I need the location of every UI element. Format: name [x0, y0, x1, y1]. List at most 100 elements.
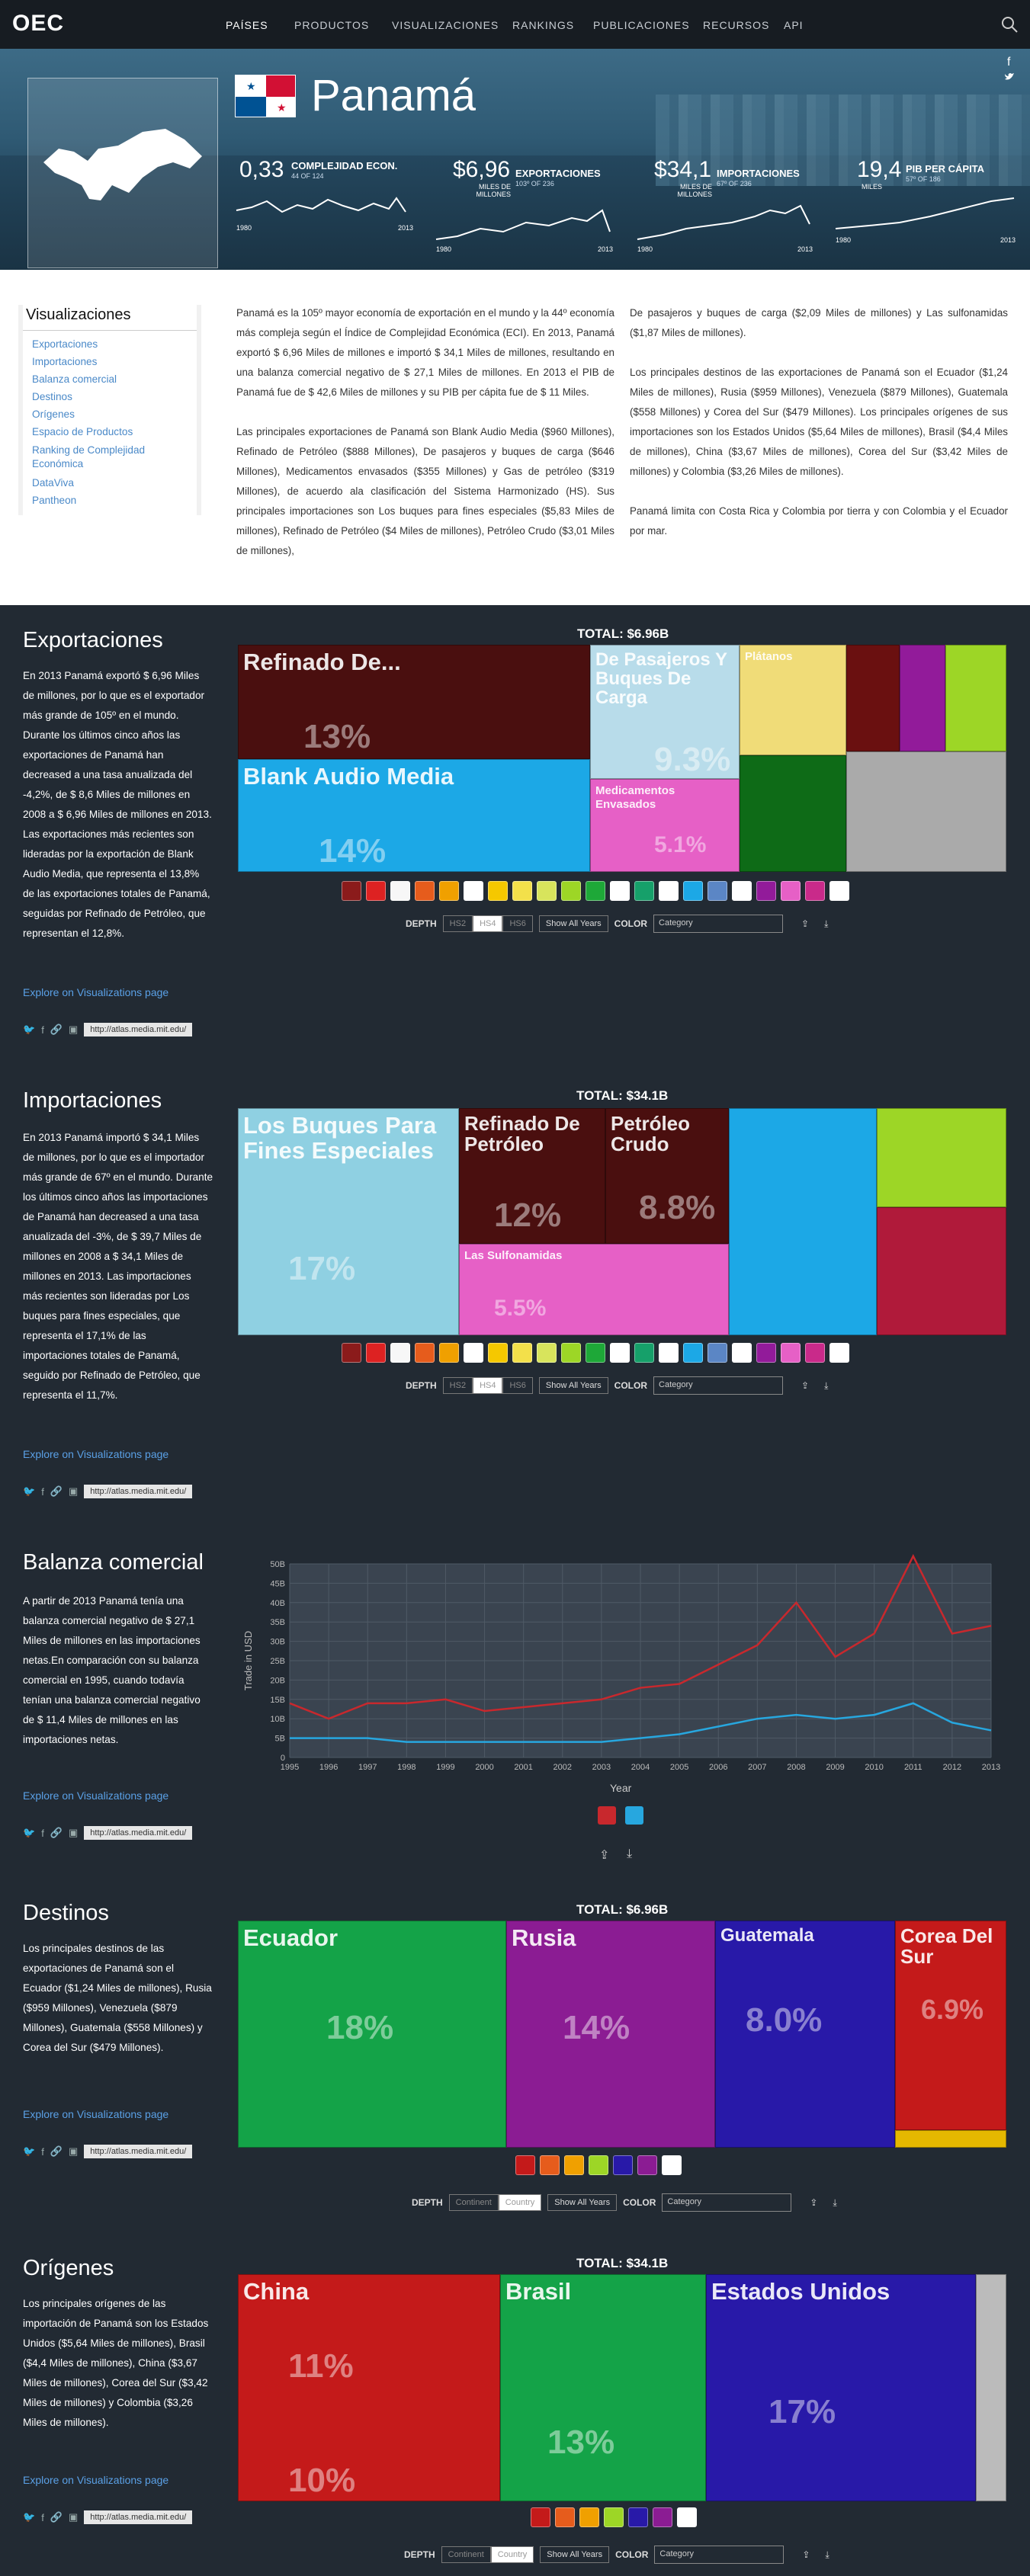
nav-paises[interactable]: PAÍSES — [226, 19, 268, 31]
download-icon[interactable]: ⤓ — [824, 918, 829, 929]
exports-category-filters[interactable] — [342, 881, 849, 901]
dest-region-filters[interactable] — [515, 2155, 682, 2175]
depth-continent[interactable]: Continent — [448, 2194, 499, 2211]
link-icon[interactable]: 🔗 — [50, 1485, 63, 1497]
depth-country[interactable]: Country — [490, 2546, 534, 2563]
sidebar-link-pantheon[interactable]: Pantheon — [32, 495, 77, 506]
orig-explore-link[interactable]: Explore on Visualizations page — [23, 2474, 169, 2486]
dest-explore-link[interactable]: Explore on Visualizations page — [23, 2108, 169, 2120]
nav-productos[interactable]: PRODUCTOS — [294, 19, 370, 31]
share-icon[interactable]: ⇪ — [801, 918, 810, 929]
imports-legend-icon[interactable] — [598, 1806, 616, 1825]
show-all-years-button[interactable]: Show All Years — [538, 1377, 608, 1394]
link-icon[interactable]: 🔗 — [50, 2511, 63, 2523]
show-all-years-button[interactable]: Show All Years — [547, 2194, 618, 2211]
sidebar-link-dataviva[interactable]: DataViva — [32, 477, 74, 489]
share-icon[interactable]: ⇪ — [802, 2549, 810, 2560]
download-icon[interactable]: ⤓ — [825, 2549, 829, 2560]
depth-continent[interactable]: Continent — [441, 2546, 491, 2563]
link-icon[interactable]: 🔗 — [50, 1827, 63, 1838]
download-icon[interactable]: ⤓ — [627, 1847, 633, 1860]
share-url[interactable]: http://atlas.media.mit.edu/ — [84, 1023, 193, 1036]
sidebar-link-product-space[interactable]: Espacio de Productos — [32, 426, 133, 437]
facebook-icon[interactable]: f — [41, 1485, 44, 1498]
sidebar-link-destinations[interactable]: Destinos — [32, 391, 72, 402]
imports-treemap[interactable]: Los Buques Para Fines Especiales Refinad… — [238, 1108, 1006, 1335]
image-icon[interactable]: ▣ — [69, 1024, 79, 1035]
image-icon[interactable]: ▣ — [69, 1827, 79, 1838]
facebook-icon[interactable]: f — [41, 1827, 44, 1839]
share-icon[interactable]: ⇪ — [801, 1380, 810, 1391]
sidebar-link-imports[interactable]: Importaciones — [32, 356, 98, 367]
destinations-treemap[interactable]: Ecuador Rusia Guatemala Corea Del Sur 18… — [238, 1921, 1006, 2148]
depth-hs2[interactable]: HS2 — [442, 1377, 473, 1394]
image-icon[interactable]: ▣ — [69, 2145, 79, 2157]
color-select[interactable]: Category — [654, 2546, 785, 2564]
x-tick-label: 2002 — [554, 1763, 572, 1772]
depth-hs4[interactable]: HS4 — [473, 1377, 503, 1394]
depth-hs4[interactable]: HS4 — [473, 915, 503, 932]
exports-explore-link[interactable]: Explore on Visualizations page — [23, 986, 169, 998]
sidebar-link-exports[interactable]: Exportaciones — [32, 338, 98, 350]
exports-text: En 2013 Panamá exportó $ 6,96 Miles de m… — [23, 670, 212, 939]
color-select[interactable]: Category — [662, 2193, 792, 2212]
facebook-icon[interactable]: f — [41, 1024, 44, 1036]
download-icon[interactable]: ⤓ — [833, 2196, 837, 2208]
country-map-frame — [27, 78, 218, 268]
imports-text: En 2013 Panamá importó $ 34,1 Miles de m… — [23, 1132, 213, 1401]
imports-explore-link[interactable]: Explore on Visualizations page — [23, 1448, 169, 1460]
depth-hs6[interactable]: HS6 — [502, 915, 533, 932]
color-select[interactable]: Category — [653, 915, 784, 933]
twitter-icon[interactable]: 🐦 — [23, 1024, 36, 1035]
logo[interactable]: OEC — [12, 11, 65, 36]
about-col-2: De pasajeros y buques de carga ($2,09 Mi… — [630, 303, 1008, 541]
facebook-icon[interactable]: f — [41, 2145, 44, 2158]
about-section: Visualizaciones Exportaciones Importacio… — [0, 270, 1030, 605]
share-icon[interactable]: ⇪ — [599, 1849, 610, 1862]
search-icon[interactable] — [1000, 15, 1019, 34]
color-label: COLOR — [615, 2549, 649, 2560]
nav-publicaciones[interactable]: PUBLICACIONES — [593, 19, 690, 31]
depth-hs2[interactable]: HS2 — [442, 915, 473, 932]
sidebar-link-origins[interactable]: Orígenes — [32, 409, 75, 420]
twitter-icon[interactable]: 🐦 — [23, 2511, 36, 2523]
show-all-years-button[interactable]: Show All Years — [540, 2546, 610, 2563]
link-icon[interactable]: 🔗 — [50, 1024, 63, 1035]
balance-line-chart[interactable]: 0 5B 10B 15B 20B 25B 30B 35B 40B 45B 50B 1995 1996 19… — [229, 1553, 1006, 1812]
orig-region-filters[interactable] — [531, 2507, 697, 2527]
twitter-icon[interactable]: 🐦 — [23, 1827, 36, 1838]
y-tick-label: 45B — [270, 1579, 285, 1588]
share-url[interactable]: http://atlas.media.mit.edu/ — [84, 2145, 193, 2158]
download-icon[interactable]: ⤓ — [824, 1379, 829, 1391]
orig-title: Orígenes — [23, 2256, 114, 2280]
facebook-icon[interactable]: f — [41, 2511, 44, 2523]
dest-title: Destinos — [23, 1901, 109, 1925]
twitter-icon[interactable]: 🐦 — [23, 1485, 36, 1497]
depth-hs6[interactable]: HS6 — [502, 1377, 533, 1394]
share-icon[interactable]: ⇪ — [810, 2197, 818, 2208]
nav-recursos[interactable]: RECURSOS — [703, 19, 770, 31]
nav-rankings[interactable]: RANKINGS — [512, 19, 575, 31]
twitter-icon[interactable]: 🐦 — [23, 2145, 36, 2157]
nav-api[interactable]: API — [784, 19, 804, 31]
color-select[interactable]: Category — [653, 1376, 784, 1395]
origins-treemap[interactable]: China Brasil Estados Unidos 11% 10% 13% … — [238, 2274, 1006, 2501]
imports-category-filters[interactable] — [342, 1343, 849, 1363]
share-url[interactable]: http://atlas.media.mit.edu/ — [84, 1826, 193, 1840]
sidebar-link-ranking[interactable]: Ranking de Complejidad Económica — [32, 444, 146, 469]
image-icon[interactable]: ▣ — [69, 2511, 79, 2523]
image-icon[interactable]: ▣ — [69, 1485, 79, 1497]
nav-visualizaciones[interactable]: VISUALIZACIONES — [392, 19, 499, 31]
link-icon[interactable]: 🔗 — [50, 2145, 63, 2157]
twitter-icon[interactable] — [1003, 70, 1016, 82]
depth-country[interactable]: Country — [498, 2194, 542, 2211]
exports-treemap[interactable]: Refinado De... Blank Audio Media De Pasa… — [238, 645, 1006, 872]
share-url[interactable]: http://atlas.media.mit.edu/ — [84, 1485, 193, 1498]
balance-explore-link[interactable]: Explore on Visualizations page — [23, 1789, 169, 1802]
share-url[interactable]: http://atlas.media.mit.edu/ — [84, 2510, 193, 2524]
exports-legend-icon[interactable] — [625, 1806, 643, 1825]
facebook-icon[interactable]: f — [1005, 53, 1016, 69]
sidebar-link-balance[interactable]: Balanza comercial — [32, 373, 117, 385]
about-p3: De pasajeros y buques de carga ($2,09 Mi… — [630, 307, 1008, 338]
show-all-years-button[interactable]: Show All Years — [538, 915, 608, 932]
